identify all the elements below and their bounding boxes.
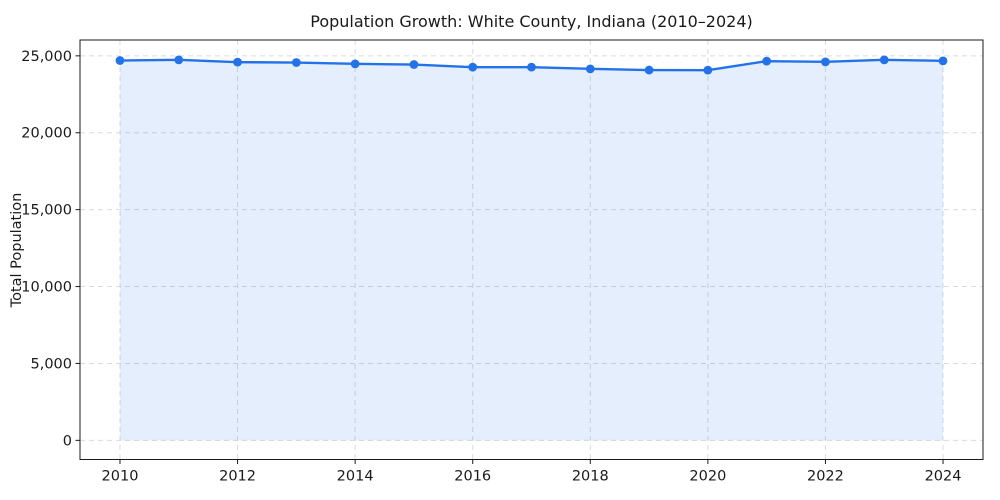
y-tick-label: 10,000 <box>21 280 72 296</box>
y-tick-label: 5,000 <box>30 356 72 372</box>
y-tick-label: 0 <box>63 433 72 449</box>
data-point <box>821 57 830 67</box>
x-tick-label: 2022 <box>807 469 844 485</box>
area-fill <box>119 59 944 441</box>
data-point <box>938 56 948 66</box>
data-point <box>115 56 125 65</box>
data-point <box>527 62 536 72</box>
data-point <box>291 58 301 67</box>
x-tick-label: 2020 <box>689 469 726 485</box>
data-point <box>585 64 595 74</box>
data-point <box>468 62 478 72</box>
data-point <box>174 55 184 65</box>
data-point <box>879 55 889 65</box>
chart-title: Population Growth: White County, Indiana… <box>310 12 753 31</box>
data-point <box>350 59 360 69</box>
x-tick-label: 2010 <box>102 469 139 485</box>
x-tick-label: 2024 <box>925 469 962 485</box>
x-tick-label: 2018 <box>572 469 609 485</box>
y-tick-label: 25,000 <box>21 49 72 65</box>
data-point <box>644 65 654 75</box>
plot-border <box>79 39 984 460</box>
data-point <box>762 56 772 66</box>
x-tick-label: 2012 <box>219 469 256 485</box>
x-tick-label: 2014 <box>337 469 374 485</box>
data-point <box>233 57 242 67</box>
data-point <box>703 65 713 75</box>
x-tick-label: 2016 <box>454 469 491 485</box>
y-tick-label: 20,000 <box>21 126 72 142</box>
y-tick-label: 15,000 <box>21 203 72 219</box>
data-point <box>409 60 419 69</box>
